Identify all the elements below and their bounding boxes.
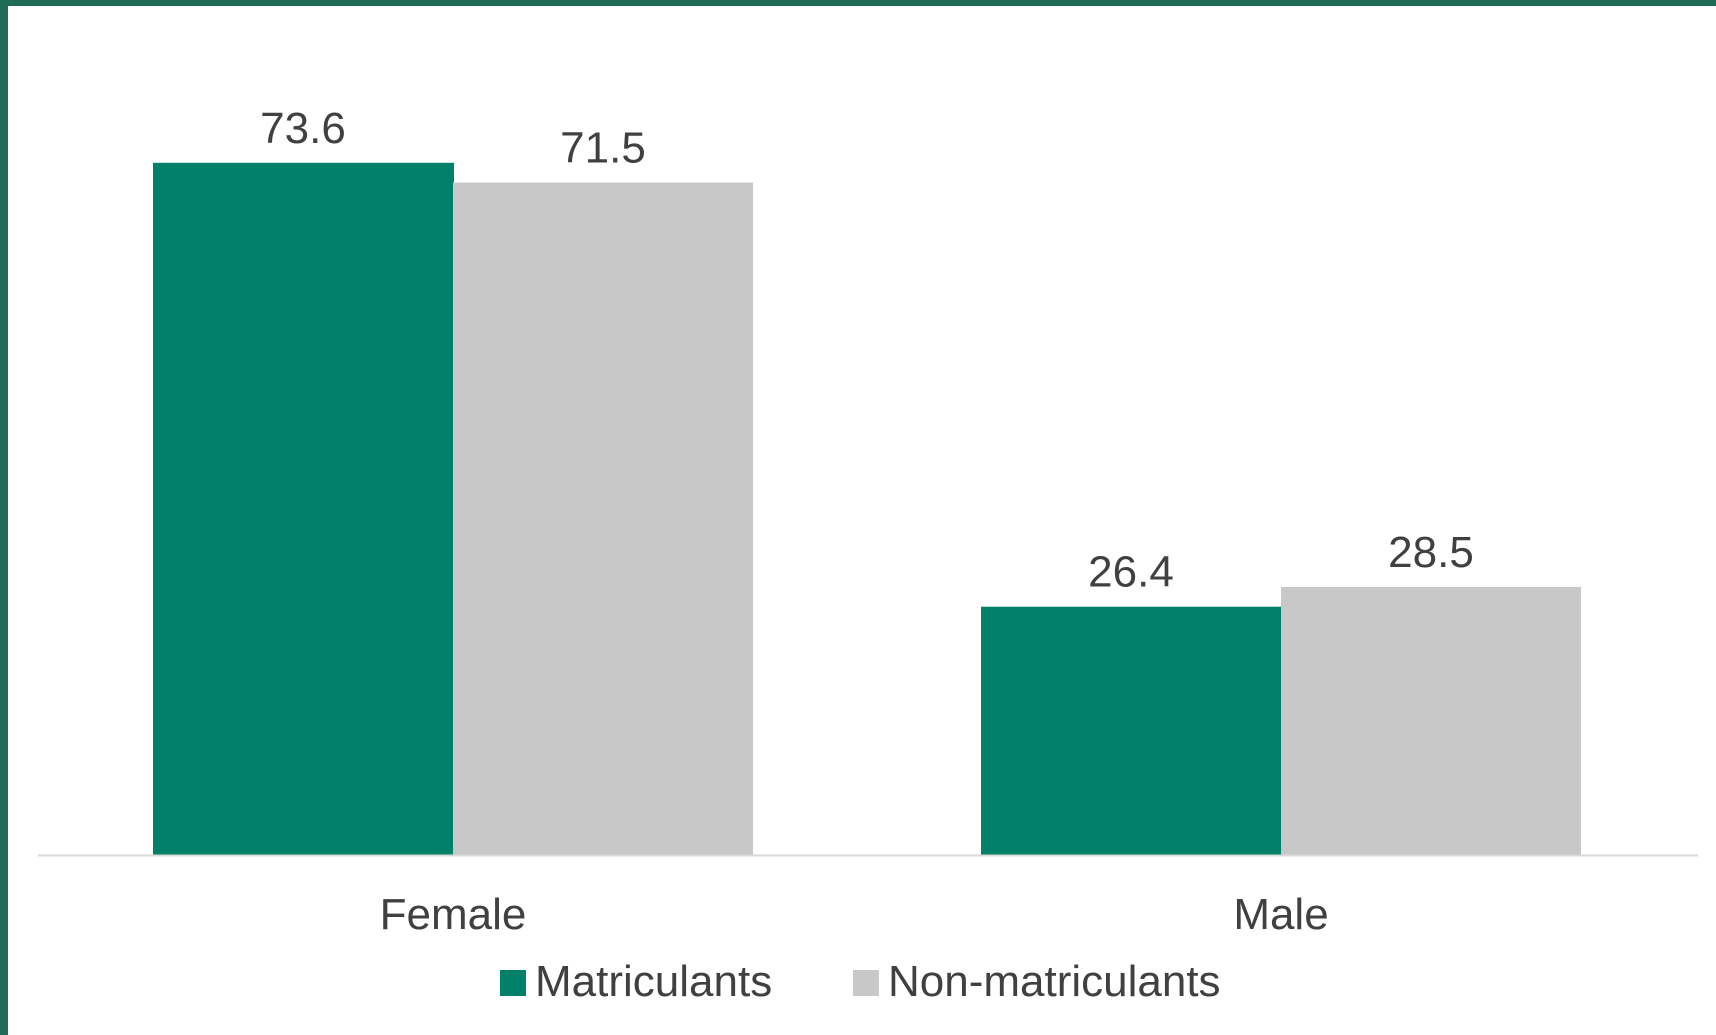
data-label-non-matriculants-male: 28.5 — [1388, 528, 1474, 577]
x-tick-label-female: Female — [380, 890, 527, 939]
data-label-matriculants-female: 73.6 — [260, 104, 346, 153]
data-label-non-matriculants-female: 71.5 — [560, 124, 646, 173]
legend-label-matriculants: Matriculants — [535, 957, 772, 1006]
chart-frame: 73.6 26.4 71.5 28.5 Female Male Matriculants No… — [8, 6, 1716, 1035]
bar-non-matriculants-female — [453, 182, 753, 856]
bar-matriculants-female — [153, 162, 454, 856]
bar-matriculants-male — [981, 606, 1282, 855]
legend-swatch-non-matriculants — [853, 970, 879, 996]
data-label-matriculants-male: 26.4 — [1088, 548, 1174, 597]
legend-label-non-matriculants: Non-matriculants — [888, 957, 1221, 1006]
bar-chart: 73.6 26.4 71.5 28.5 Female Male Matriculants No… — [38, 104, 1698, 1006]
legend-swatch-matriculants — [500, 970, 526, 996]
bar-non-matriculants-male — [1281, 586, 1581, 855]
x-tick-label-male: Male — [1233, 890, 1328, 939]
